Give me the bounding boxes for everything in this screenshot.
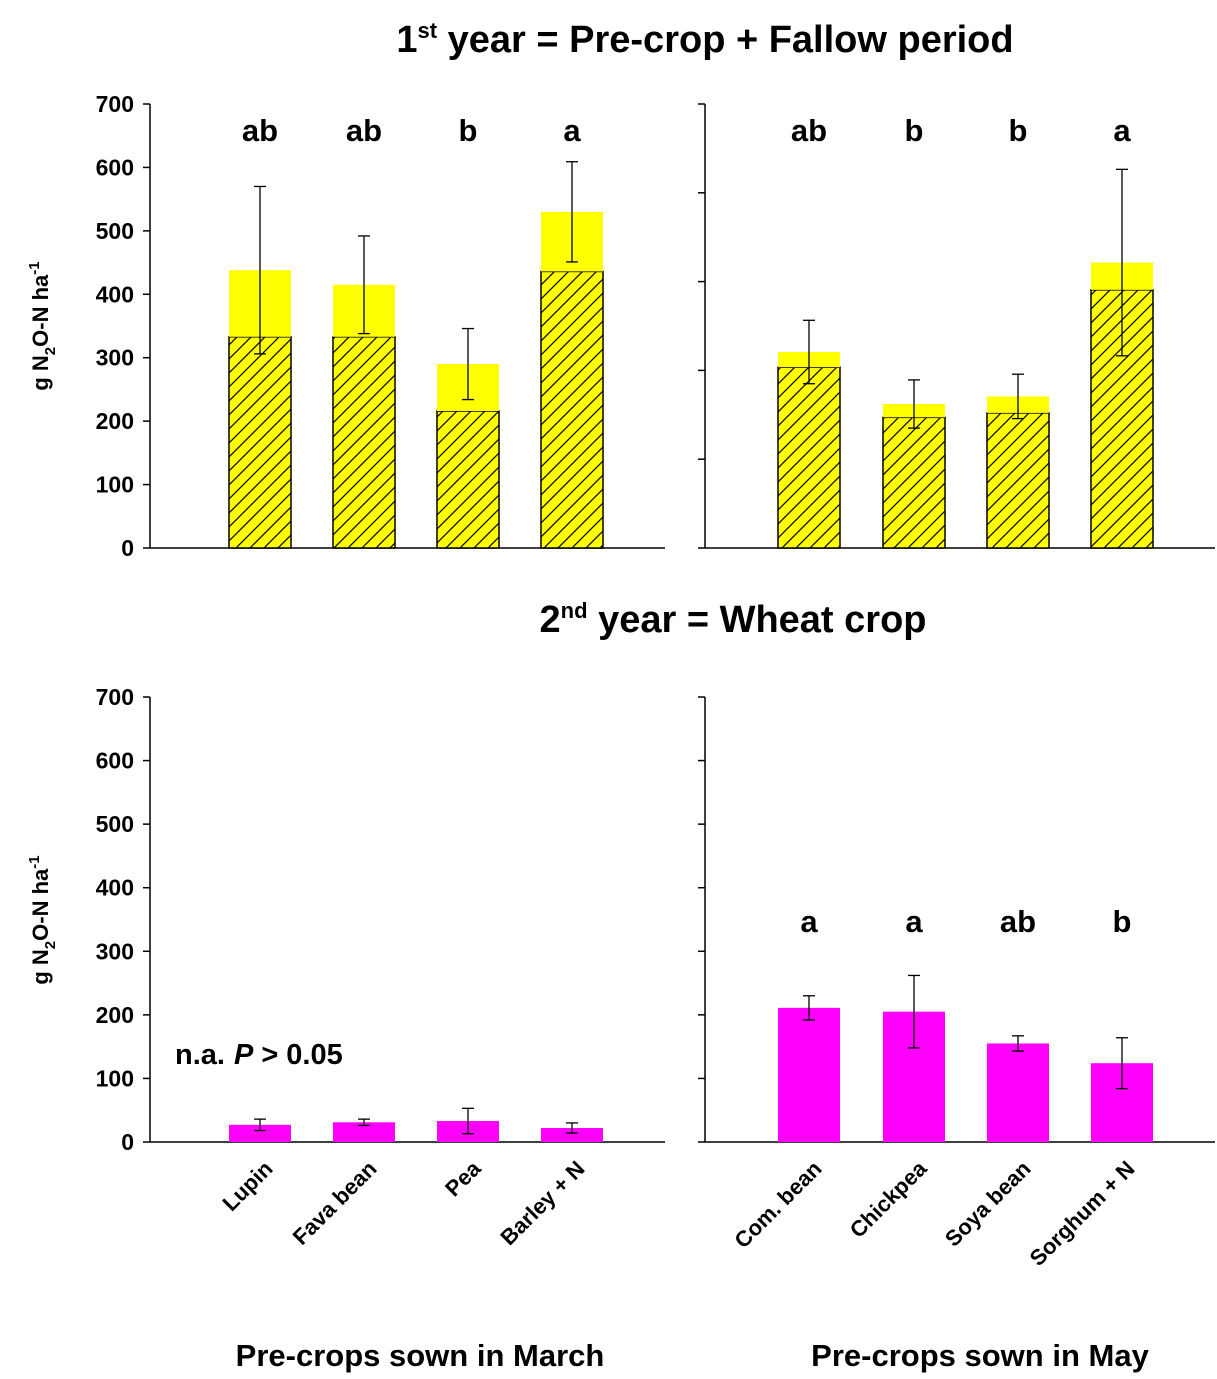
bar [987, 1043, 1049, 1142]
significance-letter: ab [791, 113, 827, 148]
error-bar [358, 1118, 370, 1127]
heading-part: year = Pre-crop + Fallow period [437, 19, 1014, 61]
hatched-bar-segment [228, 336, 292, 549]
significance-letter: ab [346, 113, 382, 148]
error-bar [1012, 373, 1024, 420]
significance-letter: a [563, 113, 581, 148]
x-tick-label: Soya bean [940, 1156, 1035, 1251]
y-tick-label: 100 [96, 472, 134, 498]
significance-letter: b [459, 113, 478, 148]
heading-sup: nd [561, 598, 588, 623]
y-label-sup: -1 [26, 261, 43, 274]
bar [778, 1007, 840, 1142]
significance-letter: ab [242, 113, 278, 148]
hatched-bar-segment [777, 366, 841, 549]
error-bar [908, 379, 920, 429]
hatched-bar-segment [882, 416, 946, 549]
error-bar [566, 1122, 578, 1134]
x-tick-label: Sorghum + N [1025, 1156, 1140, 1271]
y-tick-label: 600 [96, 748, 134, 774]
x-tick-label: Lupin [218, 1156, 278, 1216]
significance-letter: a [800, 904, 818, 939]
bar [229, 1124, 291, 1142]
significance-letter: a [905, 904, 923, 939]
bar [333, 1122, 395, 1142]
annotation-part: n.a. [175, 1039, 225, 1071]
heading-part: year = Wheat crop [588, 599, 927, 641]
x-tick-label: Com. bean [729, 1156, 826, 1253]
y-axis-label: g N2O-N ha-1 [26, 855, 59, 984]
heading-part: 2 [540, 599, 561, 641]
hatched-bar-segment [332, 336, 396, 549]
significance-letter: b [1009, 113, 1028, 148]
heading-part: 1 [396, 19, 417, 61]
y-tick-label: 0 [121, 535, 134, 561]
y-axis-label: g N2O-N ha-1 [26, 261, 59, 390]
error-bar [358, 235, 370, 335]
significance-letter: b [905, 113, 924, 148]
y-tick-label: 300 [96, 938, 134, 964]
x-tick-label: Fava bean [288, 1156, 382, 1250]
error-bar [566, 161, 578, 263]
x-axis-label: Pre-crops sown in March [236, 1338, 605, 1373]
y-tick-label: 300 [96, 345, 134, 371]
error-bar [1012, 1035, 1024, 1052]
error-bar [803, 995, 815, 1021]
error-bar [908, 974, 920, 1049]
hatched-bar-segment [540, 270, 604, 549]
y-label-part: g N [28, 949, 53, 984]
y-label-part: g N [28, 355, 53, 390]
heading: 2nd year = Wheat crop [540, 598, 927, 641]
significance-letter: a [1113, 113, 1131, 148]
bar [541, 1128, 603, 1142]
heading-sup: st [418, 18, 438, 43]
y-tick-label: 600 [96, 154, 134, 180]
annotation-italic: P [234, 1039, 254, 1071]
y-label-sub: 2 [42, 347, 59, 355]
y-label-sup: -1 [26, 855, 43, 868]
significance-letter: b [1113, 904, 1132, 939]
y-tick-label: 700 [96, 91, 134, 117]
y-tick-label: 100 [96, 1065, 134, 1091]
x-tick-label: Barley + N [495, 1156, 589, 1250]
hatched-bar-segment [986, 412, 1050, 549]
y-tick-label: 200 [96, 408, 134, 434]
annotation: n.a. P > 0.05 [175, 1039, 343, 1071]
y-tick-label: 0 [121, 1129, 134, 1155]
error-bar [1116, 168, 1128, 357]
y-tick-label: 500 [96, 811, 134, 837]
error-bar [254, 1118, 266, 1132]
y-label-part: O-N ha [28, 274, 53, 347]
heading: 1st year = Pre-crop + Fallow period [396, 18, 1013, 61]
y-tick-label: 500 [96, 218, 134, 244]
x-tick-label: Chickpea [845, 1155, 932, 1242]
y-tick-label: 200 [96, 1002, 134, 1028]
error-bar [462, 1107, 474, 1135]
error-bar [1116, 1037, 1128, 1090]
error-bar [803, 319, 815, 385]
hatched-bar-segment [436, 410, 500, 549]
error-bar [462, 327, 474, 401]
y-tick-label: 700 [96, 684, 134, 710]
y-tick-label: 400 [96, 281, 134, 307]
y-label-part: O-N ha [28, 868, 53, 941]
y-tick-label: 400 [96, 875, 134, 901]
y-label-sub: 2 [42, 941, 59, 949]
x-axis-label: Pre-crops sown in May [811, 1338, 1149, 1373]
x-tick-label: Pea [440, 1155, 486, 1201]
error-bar [254, 185, 266, 355]
significance-letter: ab [1000, 904, 1036, 939]
annotation-part: > 0.05 [261, 1039, 342, 1071]
